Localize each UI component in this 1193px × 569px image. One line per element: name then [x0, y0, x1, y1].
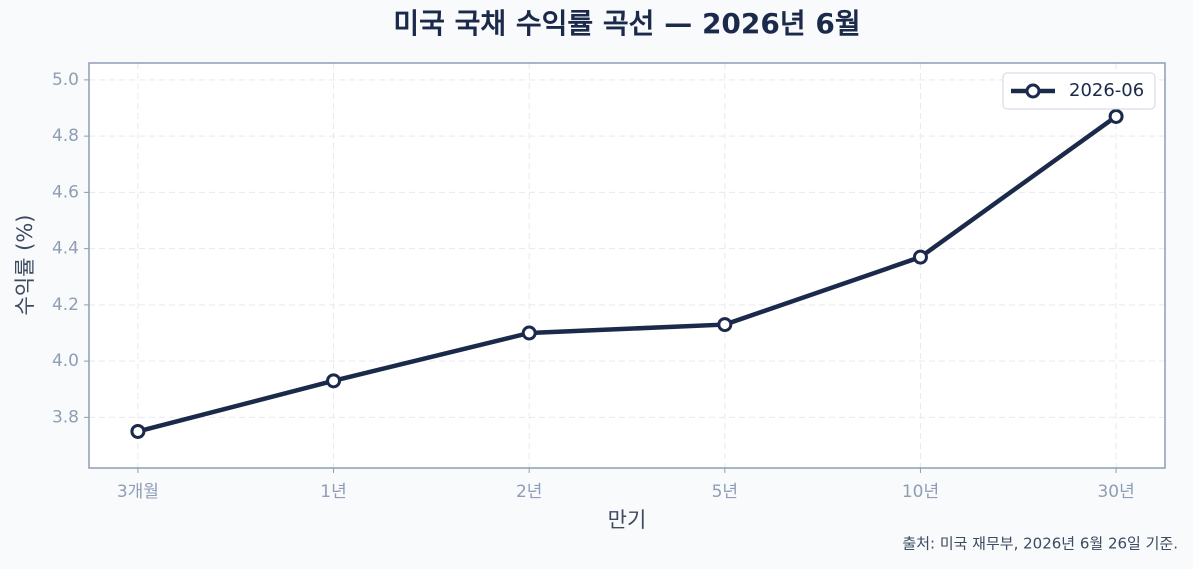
- legend-box: [1002, 72, 1156, 110]
- x-tick-label: 5년: [712, 482, 738, 502]
- x-tick-label: 2년: [516, 482, 542, 502]
- x-axis-label: 만기: [608, 508, 647, 532]
- point: [130, 423, 146, 439]
- source-note: 출처: 미국 재무부, 2026년 6월 26일 기준.: [902, 535, 1178, 553]
- y-tick-label: 3.8: [52, 407, 79, 427]
- y-tick-label: 4.2: [52, 295, 79, 315]
- y-tick-label: 4.4: [52, 239, 79, 259]
- y-tick-label: 4.6: [52, 182, 79, 202]
- legend-label: 2026-06: [1069, 80, 1144, 101]
- y-tick-label: 5.0: [52, 70, 79, 90]
- y-tick-label: 4.8: [52, 126, 79, 146]
- chart-title: 미국 국채 수익률 곡선 — 2026년 6월: [393, 7, 860, 40]
- x-tick-label: 10년: [902, 482, 939, 502]
- point: [326, 373, 342, 389]
- y-axis-label: 수익률 (%): [13, 215, 37, 316]
- x-tick-label: 1년: [320, 482, 346, 502]
- plot-area: [89, 63, 1165, 468]
- x-tick-label: 30년: [1097, 482, 1134, 502]
- x-tick-label: 3개월: [117, 482, 159, 502]
- point: [912, 249, 928, 265]
- legend-marker: [1025, 83, 1041, 99]
- plot-frame: [88, 62, 1166, 469]
- point: [1108, 108, 1124, 124]
- y-tick-label: 4.0: [52, 351, 79, 371]
- line: [137, 114, 1118, 434]
- point: [521, 325, 537, 341]
- point: [717, 317, 733, 333]
